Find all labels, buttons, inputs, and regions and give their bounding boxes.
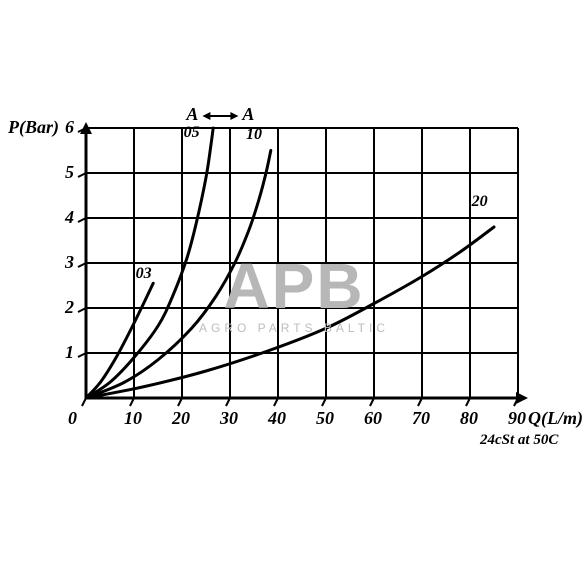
x-tick: 70: [412, 408, 430, 429]
x-tick: 10: [124, 408, 142, 429]
x-tick: 40: [268, 408, 286, 429]
x-tick: 0: [68, 408, 77, 429]
y-tick: 5: [65, 162, 74, 183]
curve-label-10: 10: [246, 126, 262, 144]
top-annotation-left-text: A: [186, 104, 198, 124]
curve-label-05: 05: [184, 124, 200, 142]
top-annotation-left: A: [186, 104, 198, 125]
curve-label-20: 20: [472, 193, 488, 211]
y-axis-label: P(Bar): [8, 117, 59, 138]
curve-20: [86, 227, 494, 398]
x-tick: 60: [364, 408, 382, 429]
y-tick: 2: [65, 297, 74, 318]
x-axis-label: Q(L/m): [528, 408, 583, 429]
chart-subnote: 24cSt at 50C: [480, 432, 558, 449]
grid: [86, 128, 518, 398]
x-axis-label-text: Q(L/m): [528, 408, 583, 428]
x-tick: 50: [316, 408, 334, 429]
y-axis-label-text: P(Bar): [8, 117, 59, 137]
y-tick: 4: [65, 207, 74, 228]
x-tick: 20: [172, 408, 190, 429]
top-annotation-arrow: [202, 112, 238, 120]
x-tick: 30: [220, 408, 238, 429]
y-tick: 1: [65, 342, 74, 363]
x-tick: 90: [508, 408, 526, 429]
chart-stage: APB AGRO PARTS BALTIC P(Bar) Q(L/m) 24cS…: [0, 0, 588, 588]
subnote-text: 24cSt at 50C: [480, 432, 558, 448]
y-tick: 6: [65, 117, 74, 138]
x-tick: 80: [460, 408, 478, 429]
top-annotation-right-text: A: [242, 104, 254, 124]
y-tick: 3: [65, 252, 74, 273]
chart-svg: [0, 0, 588, 588]
curve-03: [86, 283, 153, 398]
top-annotation-right: A: [242, 104, 254, 125]
curve-label-03: 03: [136, 265, 152, 283]
